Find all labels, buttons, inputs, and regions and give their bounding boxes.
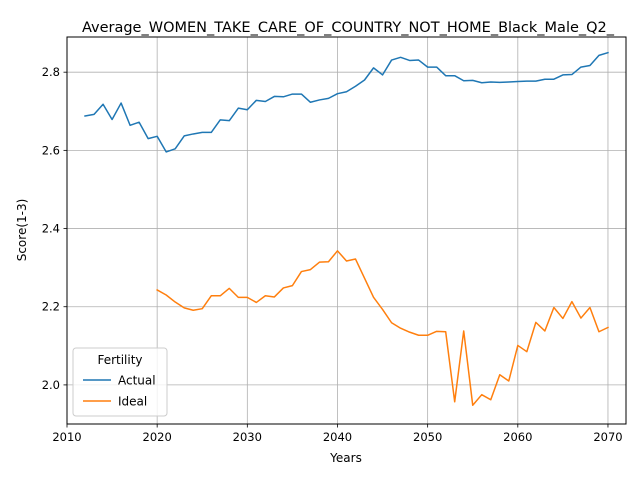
x-tick-label: 2050 (413, 430, 442, 444)
y-tick-label: 2.0 (42, 378, 60, 392)
x-tick-label: 2010 (52, 430, 81, 444)
x-tick-label: 2060 (503, 430, 532, 444)
axis-ticks: 2010 2020 2030 2040 2050 2060 2070 2.0 2.2 2.4 2.6… (42, 65, 623, 444)
chart-title: Average_WOMEN_TAKE_CARE_OF_COUNTRY_NOT_H… (82, 20, 615, 36)
legend-title: Fertility (97, 353, 142, 367)
x-axis-label: Years (329, 451, 362, 465)
x-tick-label: 2030 (233, 430, 262, 444)
x-tick-label: 2020 (143, 430, 172, 444)
legend-label-ideal: Ideal (118, 395, 147, 409)
series-line-actual (84, 51, 609, 153)
series-line-ideal (156, 250, 609, 406)
legend-box (72, 347, 168, 417)
y-tick-label: 2.4 (42, 222, 60, 236)
y-tick-label: 2.6 (42, 143, 60, 157)
plot-frame (66, 36, 627, 425)
series-lines (84, 51, 609, 406)
y-axis-label: Score(1-3) (15, 199, 29, 262)
y-tick-label: 2.8 (42, 65, 60, 79)
legend-label-actual: Actual (118, 374, 156, 388)
y-tick-label: 2.2 (42, 300, 60, 314)
legend: Fertility Actual Ideal (72, 347, 168, 417)
x-tick-label: 2040 (323, 430, 352, 444)
x-tick-label: 2070 (593, 430, 622, 444)
